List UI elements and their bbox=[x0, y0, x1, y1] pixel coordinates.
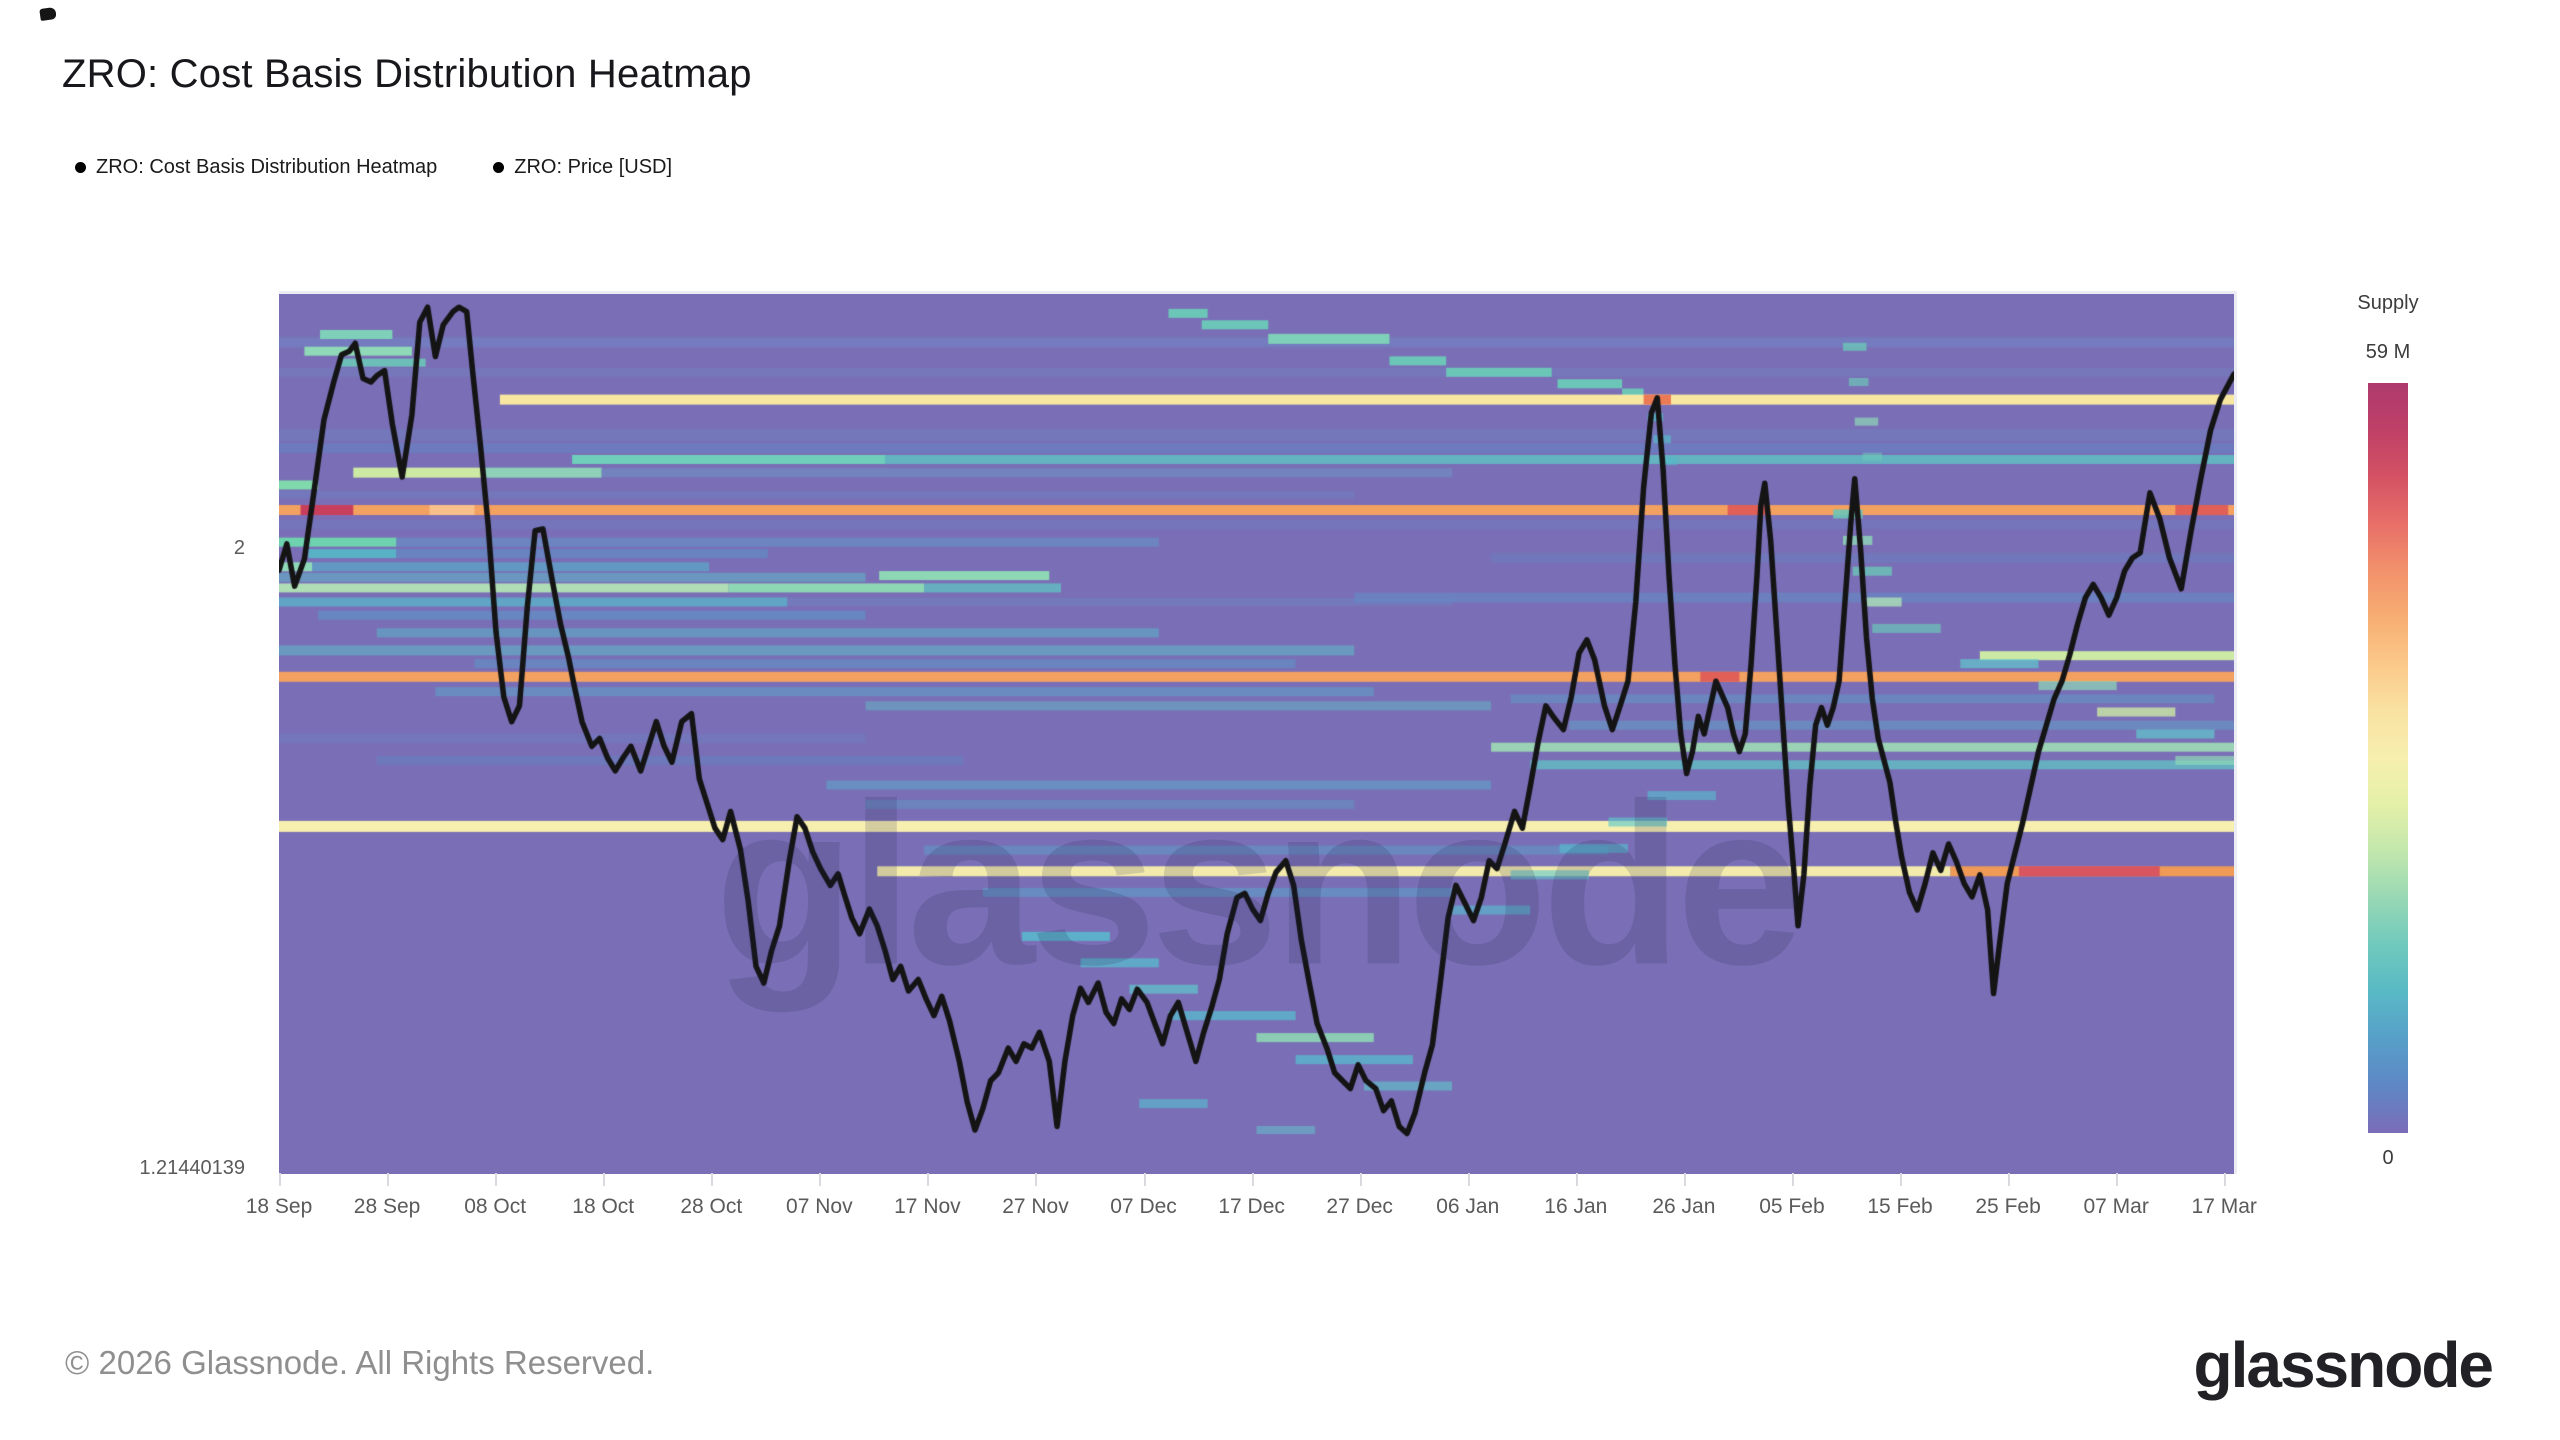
y-axis-label-2: 2 bbox=[233, 537, 245, 559]
copyright-text: © 2026 Glassnode. All Rights Reserved. bbox=[65, 1344, 655, 1381]
x-axis-tick-label: 08 Oct bbox=[464, 1195, 527, 1218]
x-axis-tick bbox=[1575, 1173, 1578, 1186]
x-axis-tick bbox=[387, 1173, 390, 1186]
x-axis-tick-label: 17 Mar bbox=[2191, 1195, 2257, 1218]
x-axis-tick bbox=[279, 1173, 281, 1186]
heatmap-canvas[interactable] bbox=[279, 294, 2234, 1174]
legend-label: ZRO: Cost Basis Distribution Heatmap bbox=[96, 156, 438, 178]
legend-label: ZRO: Price [USD] bbox=[514, 156, 673, 178]
x-axis-tick-label: 26 Jan bbox=[1652, 1195, 1716, 1218]
x-axis-tick bbox=[1251, 1173, 1254, 1186]
x-axis-tick bbox=[1900, 1173, 1903, 1186]
x-axis-tick-label: 18 Sep bbox=[245, 1195, 313, 1218]
colorbar-max-label: 59 M bbox=[2365, 341, 2411, 363]
x-axis-tick bbox=[1683, 1173, 1686, 1186]
x-axis-tick bbox=[1467, 1173, 1470, 1186]
x-axis-tick-label: 25 Feb bbox=[1975, 1195, 2041, 1218]
x-axis-tick-label: 17 Dec bbox=[1218, 1195, 1285, 1218]
x-axis-tick bbox=[2116, 1173, 2119, 1186]
x-axis-tick bbox=[2008, 1173, 2011, 1186]
x-axis-tick bbox=[711, 1173, 714, 1186]
x-axis-tick-label: 07 Mar bbox=[2083, 1195, 2149, 1218]
colorbar-title: Supply bbox=[2357, 292, 2419, 314]
colorbar-gradient bbox=[2368, 383, 2408, 1133]
legend-item-price[interactable]: ZRO: Price [USD] bbox=[493, 156, 672, 179]
legend-dot-icon bbox=[75, 162, 86, 173]
x-axis-tick bbox=[927, 1173, 930, 1186]
legend: ZRO: Cost Basis Distribution Heatmap ZRO… bbox=[75, 156, 672, 179]
x-axis-tick bbox=[495, 1173, 498, 1186]
colorbar-min-label: 0 bbox=[2382, 1147, 2394, 1169]
x-axis-tick-label: 15 Feb bbox=[1867, 1195, 1933, 1218]
x-axis-tick bbox=[603, 1173, 606, 1186]
x-axis-tick-label: 28 Oct bbox=[680, 1195, 743, 1218]
legend-dot-icon bbox=[493, 162, 505, 173]
chart-title: ZRO: Cost Basis Distribution Heatmap bbox=[62, 52, 752, 96]
x-axis-tick-label: 05 Feb bbox=[1759, 1195, 1825, 1218]
x-axis-tick bbox=[2224, 1173, 2227, 1186]
legend-item-heatmap[interactable]: ZRO: Cost Basis Distribution Heatmap bbox=[75, 156, 437, 179]
x-axis-tick-label: 17 Nov bbox=[894, 1195, 961, 1218]
glassnode-logo: glassnode bbox=[2193, 1329, 2494, 1401]
x-axis-tick-label: 18 Oct bbox=[572, 1195, 635, 1218]
x-axis-tick-label: 07 Nov bbox=[786, 1195, 853, 1218]
y-axis-label-min: 1.21440139 bbox=[139, 1157, 245, 1179]
x-axis-tick-label: 16 Jan bbox=[1544, 1195, 1608, 1218]
x-axis-tick bbox=[819, 1173, 822, 1186]
x-axis-tick-label: 28 Sep bbox=[353, 1195, 421, 1218]
x-axis-tick-label: 27 Dec bbox=[1326, 1195, 1393, 1218]
x-axis-tick-label: 27 Nov bbox=[1002, 1195, 1069, 1218]
x-axis-tick-label: 07 Dec bbox=[1110, 1195, 1177, 1218]
corner-artifact bbox=[39, 6, 57, 22]
x-axis-tick bbox=[1791, 1173, 1794, 1186]
heatmap-plot[interactable]: glassnode bbox=[279, 291, 2237, 1174]
x-axis-tick bbox=[1035, 1173, 1038, 1186]
x-axis-tick-label: 06 Jan bbox=[1436, 1195, 1500, 1218]
x-axis-tick bbox=[1359, 1173, 1362, 1186]
x-axis: 18 Sep 28 Sep 08 Oct 18 Oct 28 Oct 07 Nov 17 N… bbox=[246, 1171, 2257, 1231]
x-axis-tick bbox=[1143, 1173, 1146, 1186]
